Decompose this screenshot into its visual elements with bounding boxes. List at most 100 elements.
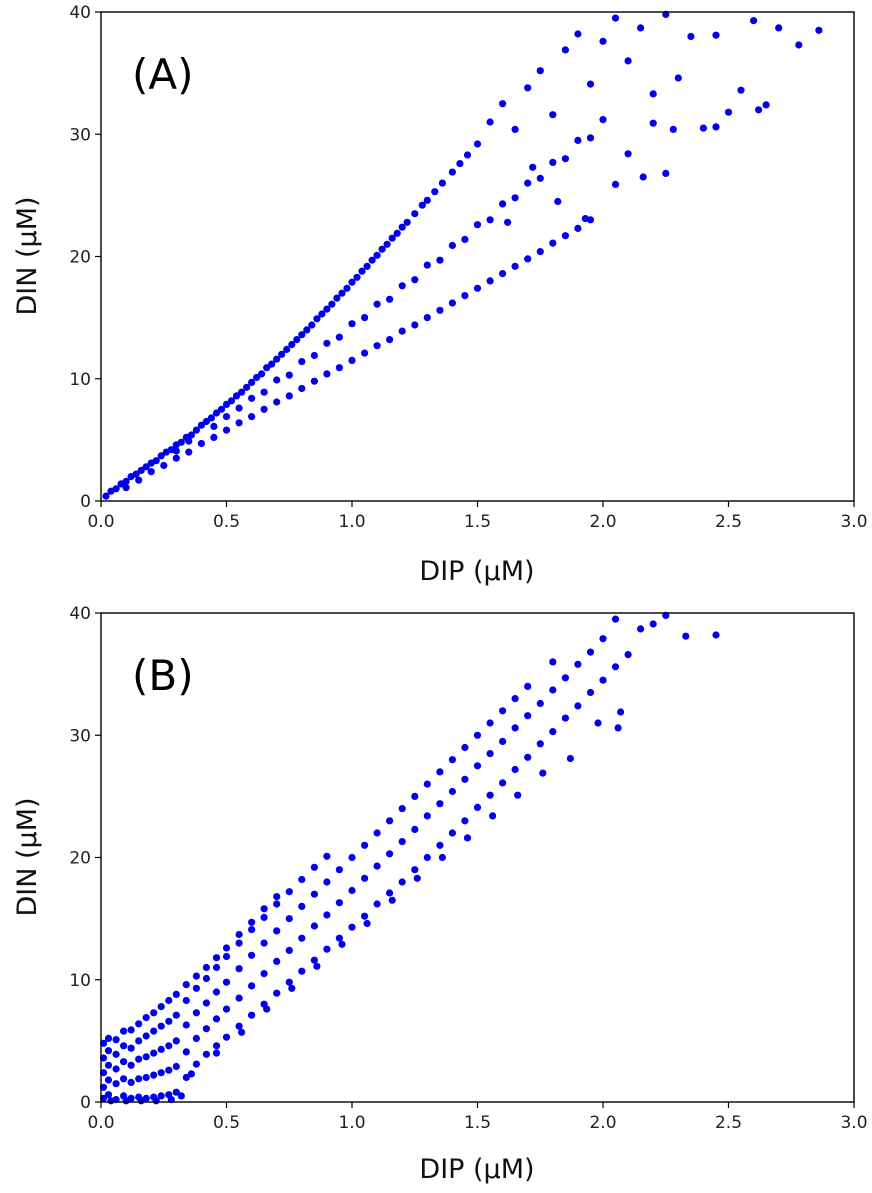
data-point: [120, 1027, 128, 1035]
data-point: [348, 278, 356, 286]
data-point: [361, 841, 369, 849]
data-point: [524, 682, 532, 691]
data-point: [285, 392, 293, 400]
data-point: [436, 841, 444, 849]
y-tick-label: 10: [69, 971, 91, 991]
data-point: [273, 927, 281, 935]
data-point: [649, 620, 657, 628]
data-point: [313, 315, 321, 323]
data-point: [388, 896, 396, 904]
data-point: [436, 800, 444, 808]
y-tick-label: 30: [69, 726, 91, 746]
data-point: [222, 1005, 231, 1013]
data-point: [361, 912, 369, 920]
data-point: [160, 461, 168, 470]
data-point: [172, 1011, 180, 1019]
data-point: [172, 454, 180, 462]
data-point: [157, 1022, 165, 1030]
data-point: [436, 768, 444, 776]
data-point: [310, 956, 318, 964]
data-point: [624, 651, 632, 659]
data-point: [293, 336, 301, 344]
data-point: [411, 825, 419, 834]
data-point: [150, 1071, 158, 1079]
data-point: [165, 1017, 173, 1025]
data-point: [260, 405, 268, 413]
data-point: [461, 743, 469, 752]
data-point: [486, 216, 494, 224]
data-point: [611, 663, 620, 671]
data-point: [112, 1050, 120, 1058]
data-point: [373, 251, 381, 259]
data-point: [561, 674, 570, 682]
data-point: [599, 676, 607, 684]
data-point: [463, 151, 472, 159]
data-point: [197, 421, 205, 429]
data-point: [536, 174, 544, 182]
data-point: [617, 708, 625, 716]
data-point: [288, 984, 296, 992]
data-point: [511, 765, 519, 774]
data-point: [303, 326, 311, 334]
data-point: [461, 775, 469, 783]
data-point: [712, 31, 720, 39]
data-point: [323, 945, 331, 953]
y-tick-label: 20: [69, 248, 91, 268]
data-point: [586, 688, 595, 697]
data-point: [473, 284, 482, 292]
data-point: [411, 792, 419, 801]
data-point: [724, 108, 733, 116]
data-point: [137, 1097, 145, 1105]
data-point: [142, 463, 150, 471]
data-point: [268, 360, 276, 368]
y-tick-label: 0: [80, 492, 91, 512]
x-tick-label: 1.5: [464, 1113, 491, 1133]
data-point: [172, 447, 180, 455]
data-point: [423, 196, 431, 204]
data-point: [411, 276, 419, 284]
data-point: [511, 724, 519, 732]
data-point: [755, 106, 763, 114]
data-point: [574, 224, 582, 232]
data-point: [187, 431, 195, 439]
data-point: [486, 791, 494, 799]
data-point: [335, 333, 343, 341]
data-point: [253, 373, 261, 382]
data-point: [499, 707, 507, 715]
data-point: [112, 1080, 120, 1088]
data-point: [120, 1075, 128, 1083]
data-point: [338, 289, 346, 297]
data-point: [157, 1092, 165, 1100]
data-point: [486, 118, 494, 126]
data-point: [687, 32, 695, 41]
panel-label-b: (B): [132, 651, 194, 700]
data-point: [202, 974, 210, 983]
data-point: [222, 426, 231, 434]
data-point: [511, 262, 519, 270]
data-point: [248, 918, 256, 926]
data-point: [624, 150, 632, 158]
data-point: [182, 996, 190, 1005]
data-point: [448, 787, 456, 796]
data-point: [310, 351, 318, 360]
data-point: [104, 1047, 113, 1055]
x-tick-label: 1.0: [338, 1113, 365, 1133]
data-point: [182, 1073, 190, 1082]
data-point: [386, 295, 394, 303]
data-point: [524, 255, 532, 263]
panel-a: 0.0 0.5 1.0 1.5 2.0 2.5 3.0 0 10 20 30 40 (A) DIP …: [12, 3, 868, 587]
data-point: [611, 180, 620, 188]
data-point: [260, 913, 268, 922]
data-point: [298, 331, 306, 339]
data-point: [212, 963, 221, 972]
data-point: [373, 300, 381, 308]
data-point: [202, 1050, 210, 1058]
data-point: [235, 404, 243, 412]
data-point: [524, 179, 532, 187]
data-point: [222, 1033, 231, 1041]
data-point: [386, 850, 394, 858]
data-point: [348, 923, 356, 931]
data-point: [461, 235, 469, 243]
data-point: [423, 780, 431, 788]
y-tick-label: 10: [69, 370, 91, 390]
